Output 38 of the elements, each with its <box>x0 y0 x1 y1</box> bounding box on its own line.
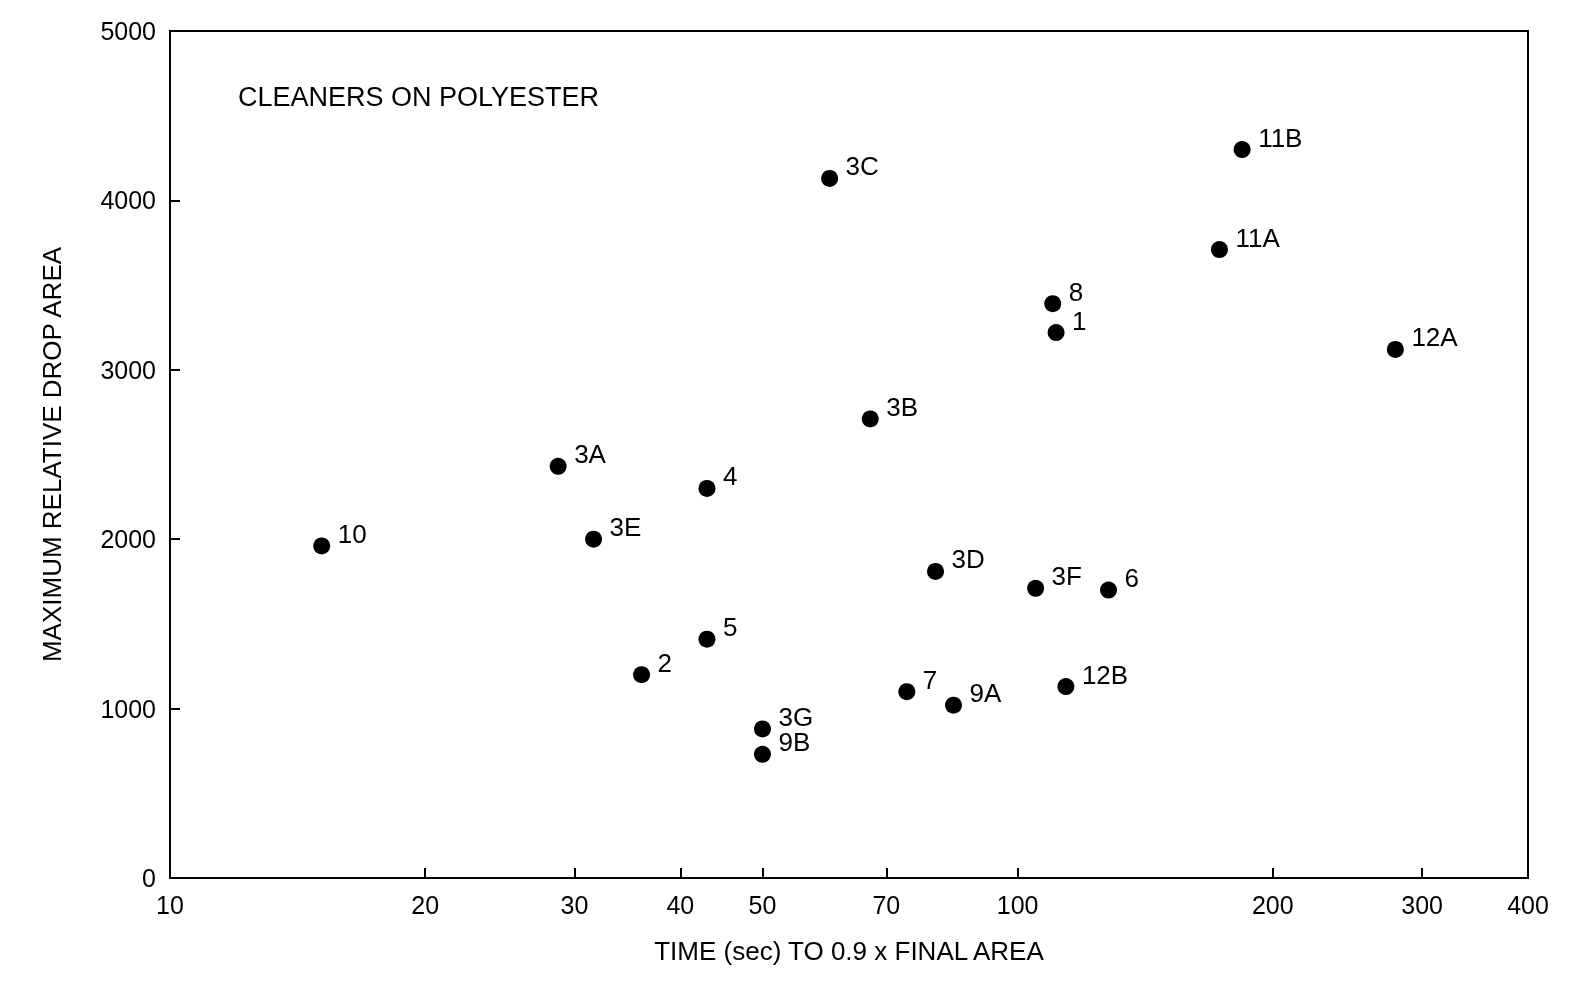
x-tick-label: 400 <box>1507 890 1549 919</box>
annotation: 8 <box>1068 276 1084 307</box>
annotation: 2 <box>657 647 673 678</box>
y-tick-label: 4000 <box>100 186 156 215</box>
annotation: 3B <box>886 391 919 422</box>
y-tick-label: 1000 <box>100 694 156 723</box>
y-tick-label: 2000 <box>100 525 156 554</box>
y-axis-title: MAXIMUM RELATIVE DROP AREA <box>37 246 67 663</box>
text: CLEANERS ON POLYESTER <box>238 81 600 112</box>
annotation: 3F <box>1051 561 1082 592</box>
annotation: 9A <box>969 678 1002 709</box>
x-tick-label: 70 <box>872 890 901 919</box>
x-tick-label: 30 <box>560 890 589 919</box>
annotation: 3E <box>609 512 642 543</box>
x-tick-label: 100 <box>996 890 1039 919</box>
annotation: 1 <box>1072 305 1087 336</box>
annotation: 3C <box>845 151 879 182</box>
y-tick-label: 5000 <box>100 17 156 45</box>
y-tick-label: 0 <box>142 864 156 892</box>
x-axis-title: TIME (sec) TO 0.9 x FINAL AREA <box>654 936 1045 966</box>
x-tick-label: 10 <box>156 890 184 919</box>
annotation: 11B <box>1258 122 1303 153</box>
annotation: 3D <box>951 544 985 575</box>
x-tick-label: 300 <box>1401 890 1443 919</box>
annotation: 12B <box>1081 659 1129 690</box>
x-tick-label: 200 <box>1251 890 1294 919</box>
annotation: 12A <box>1411 322 1459 353</box>
y-tick-label: 3000 <box>100 355 156 384</box>
x-tick-label: 20 <box>411 890 440 919</box>
annotation: 3A <box>574 439 607 470</box>
annotation: 5 <box>722 612 738 643</box>
annotation: 7 <box>922 664 938 695</box>
annotation: 4 <box>722 461 738 492</box>
annotation: 10 <box>337 518 367 549</box>
annotation: 11A <box>1235 222 1281 253</box>
annotation: 6 <box>1124 563 1139 594</box>
x-tick-label: 50 <box>748 890 777 919</box>
x-tick-label: 40 <box>666 890 695 919</box>
